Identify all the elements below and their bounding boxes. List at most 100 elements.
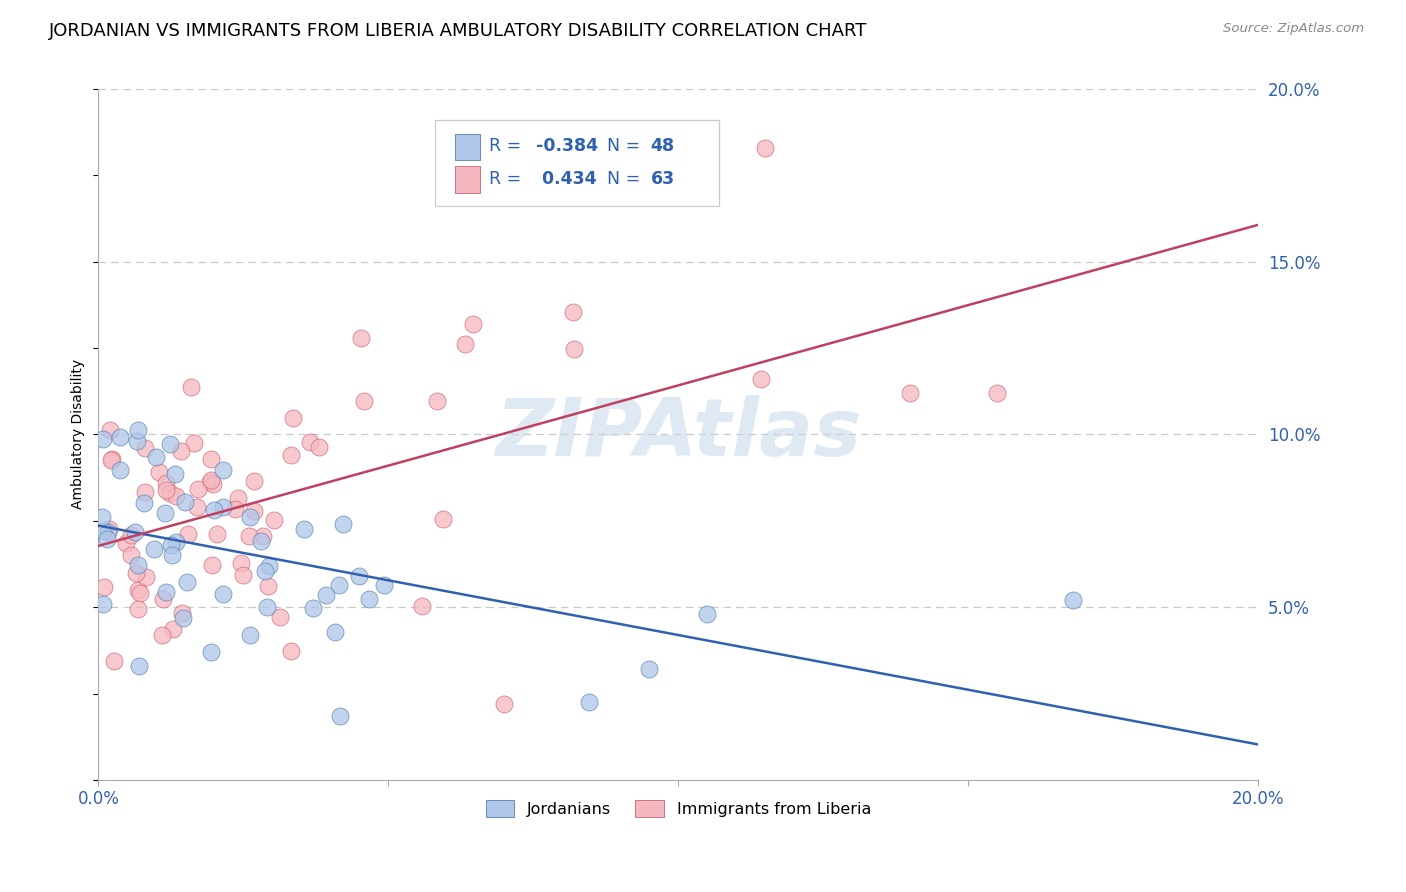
Legend: Jordanians, Immigrants from Liberia: Jordanians, Immigrants from Liberia: [479, 794, 877, 824]
Point: [292, 522, 315, 536]
Point: [211, 500, 233, 514]
Point: [232, 568, 254, 582]
Point: [187, 482, 209, 496]
FancyBboxPatch shape: [454, 166, 479, 193]
Point: [97, 522, 120, 536]
Point: [749, 372, 772, 386]
Point: [134, 441, 156, 455]
Text: 63: 63: [651, 169, 675, 187]
Point: [177, 527, 200, 541]
Text: JORDANIAN VS IMMIGRANTS FROM LIBERIA AMBULATORY DISABILITY CORRELATION CHART: JORDANIAN VS IMMIGRANTS FROM LIBERIA AMB…: [49, 22, 868, 40]
Point: [125, 434, 148, 449]
Point: [239, 628, 262, 642]
Point: [280, 448, 302, 462]
Point: [186, 500, 208, 515]
Point: [754, 141, 776, 155]
Point: [638, 662, 661, 676]
Point: [125, 566, 148, 581]
Point: [135, 570, 157, 584]
Point: [350, 331, 373, 345]
Point: [357, 591, 380, 606]
Point: [101, 451, 124, 466]
Point: [212, 463, 235, 477]
Text: N =: N =: [606, 136, 645, 154]
Point: [127, 582, 149, 597]
Point: [134, 496, 156, 510]
Text: R =: R =: [489, 136, 527, 154]
Point: [562, 342, 585, 356]
Point: [202, 502, 225, 516]
Text: R =: R =: [489, 169, 527, 187]
Point: [201, 476, 224, 491]
Point: [153, 507, 176, 521]
Text: Source: ZipAtlas.com: Source: ZipAtlas.com: [1223, 22, 1364, 36]
Point: [163, 467, 186, 482]
Point: [176, 574, 198, 589]
Point: [332, 517, 354, 532]
Point: [127, 558, 149, 572]
Point: [148, 465, 170, 479]
Point: [183, 436, 205, 450]
Point: [200, 474, 222, 488]
Point: [900, 386, 922, 401]
Point: [347, 568, 370, 582]
Point: [170, 443, 193, 458]
Point: [373, 578, 395, 592]
Point: [159, 437, 181, 451]
Point: [91, 597, 114, 611]
Point: [250, 533, 273, 548]
Point: [243, 504, 266, 518]
Point: [160, 538, 183, 552]
Point: [159, 486, 181, 500]
Text: ZIPAtlas: ZIPAtlas: [495, 395, 862, 474]
Point: [127, 602, 149, 616]
Point: [228, 491, 250, 505]
Text: N =: N =: [606, 169, 645, 187]
Point: [120, 548, 142, 562]
Point: [562, 304, 585, 318]
Point: [108, 430, 131, 444]
Point: [145, 450, 167, 464]
Point: [299, 435, 322, 450]
Point: [315, 588, 337, 602]
Point: [162, 622, 184, 636]
FancyBboxPatch shape: [434, 120, 718, 206]
Point: [353, 393, 375, 408]
Point: [328, 577, 350, 591]
Point: [96, 532, 118, 546]
Point: [257, 559, 280, 574]
Point: [134, 485, 156, 500]
Point: [243, 474, 266, 488]
Point: [100, 453, 122, 467]
Point: [494, 697, 516, 711]
Point: [432, 512, 454, 526]
Point: [127, 423, 149, 437]
Point: [160, 548, 183, 562]
Point: [263, 513, 285, 527]
Text: 48: 48: [651, 136, 675, 154]
Point: [254, 564, 277, 578]
Point: [124, 524, 146, 539]
Point: [411, 599, 433, 614]
Point: [200, 452, 222, 467]
Point: [224, 502, 246, 516]
Point: [96, 524, 118, 539]
Point: [212, 586, 235, 600]
Point: [256, 599, 278, 614]
Point: [280, 644, 302, 658]
Point: [98, 423, 121, 437]
Point: [93, 580, 115, 594]
Point: [155, 585, 177, 599]
Text: 0.434: 0.434: [536, 169, 596, 187]
Point: [165, 534, 187, 549]
Point: [152, 591, 174, 606]
Point: [252, 529, 274, 543]
Point: [128, 658, 150, 673]
Point: [281, 411, 304, 425]
Point: [696, 607, 718, 621]
Point: [155, 475, 177, 490]
Point: [129, 586, 152, 600]
Point: [986, 386, 1008, 401]
Point: [172, 607, 194, 621]
Point: [426, 394, 449, 409]
